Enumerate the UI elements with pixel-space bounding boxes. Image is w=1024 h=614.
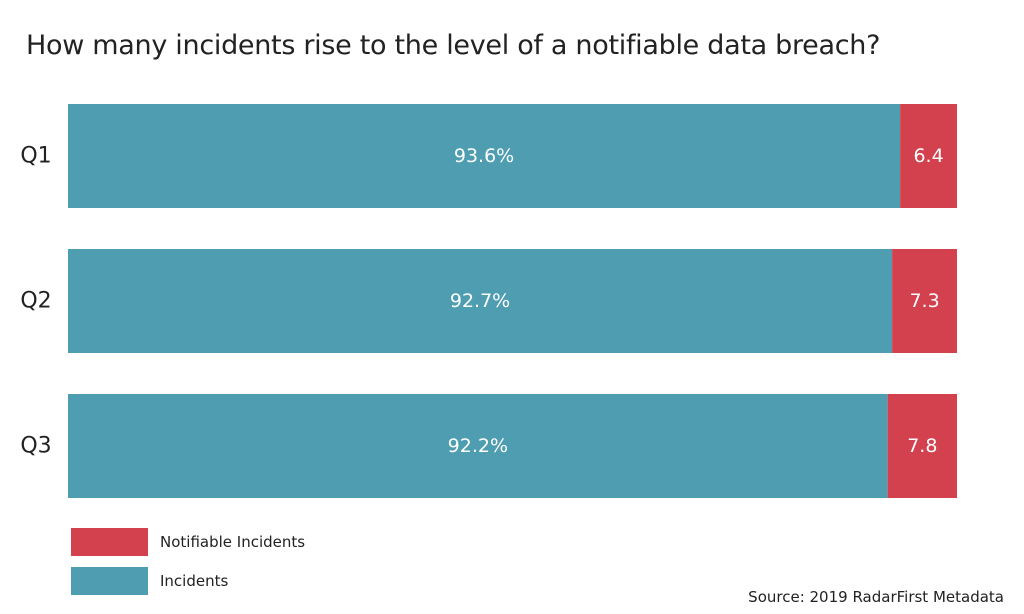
- data-label-notifiable-q3: 7.8: [907, 435, 937, 457]
- data-label-notifiable-q2: 7.3: [909, 290, 939, 312]
- chart-title: How many incidents rise to the level of …: [26, 30, 881, 61]
- source-note: Source: 2019 RadarFirst Metadata: [748, 588, 1004, 606]
- bar-notifiable-q3: [887, 394, 957, 498]
- labels-layer: Q1 93.6% 6.4 Q2 92.7% 7.3 Q3 92.2% 7.8: [20, 144, 943, 459]
- bar-notifiable-q1: [900, 104, 957, 208]
- data-label-incidents-q3: 92.2%: [448, 435, 508, 457]
- category-label-q3: Q3: [20, 434, 51, 459]
- data-label-incidents-q1: 93.6%: [454, 145, 514, 167]
- legend-label-incidents: Incidents: [160, 572, 229, 590]
- bar-incidents-q3: [68, 394, 888, 498]
- data-label-incidents-q2: 92.7%: [450, 290, 510, 312]
- bar-notifiable-q2: [892, 249, 957, 353]
- legend-item-notifiable: Notifiable Incidents: [71, 528, 305, 556]
- bar-incidents-q1: [68, 104, 901, 208]
- data-label-notifiable-q1: 6.4: [913, 145, 943, 167]
- bar-incidents-q2: [68, 249, 893, 353]
- category-label-q2: Q2: [20, 289, 51, 314]
- bars-layer: [68, 104, 957, 498]
- legend-swatch-incidents: [71, 567, 148, 595]
- category-label-q1: Q1: [20, 144, 51, 169]
- legend-item-incidents: Incidents: [71, 567, 228, 595]
- legend-label-notifiable: Notifiable Incidents: [160, 533, 306, 551]
- legend-swatch-notifiable: [71, 528, 148, 556]
